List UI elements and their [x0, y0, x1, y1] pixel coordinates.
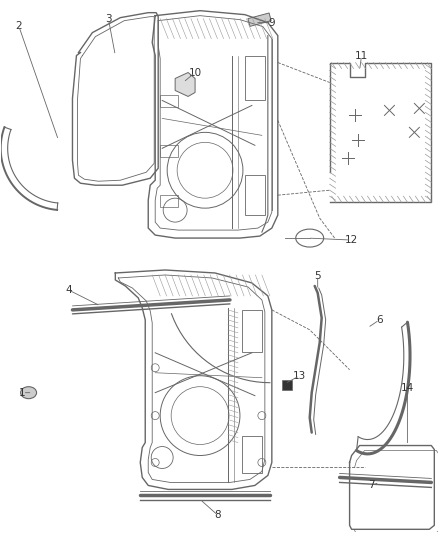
Text: 5: 5 — [314, 271, 320, 281]
Text: 13: 13 — [293, 371, 306, 381]
Polygon shape — [329, 62, 431, 202]
Bar — [160, 95, 178, 108]
Bar — [281, 379, 291, 390]
Text: 2: 2 — [15, 21, 22, 30]
Text: 8: 8 — [214, 511, 221, 520]
Text: 11: 11 — [354, 51, 367, 61]
Text: 4: 4 — [65, 285, 72, 295]
Text: 3: 3 — [105, 14, 111, 23]
Bar — [241, 435, 261, 473]
Bar — [244, 175, 264, 215]
Text: 1: 1 — [19, 387, 26, 398]
Text: 10: 10 — [188, 68, 201, 77]
Bar — [247, 13, 271, 26]
Ellipse shape — [21, 386, 36, 399]
Text: 6: 6 — [375, 315, 382, 325]
Polygon shape — [175, 72, 194, 96]
Text: 7: 7 — [367, 480, 374, 490]
Bar — [244, 55, 264, 100]
Text: 9: 9 — [268, 18, 275, 28]
Text: 12: 12 — [344, 235, 357, 245]
Bar — [241, 310, 261, 352]
Text: 14: 14 — [400, 383, 413, 393]
Ellipse shape — [295, 229, 323, 247]
Bar — [160, 195, 178, 207]
Bar — [160, 146, 178, 157]
